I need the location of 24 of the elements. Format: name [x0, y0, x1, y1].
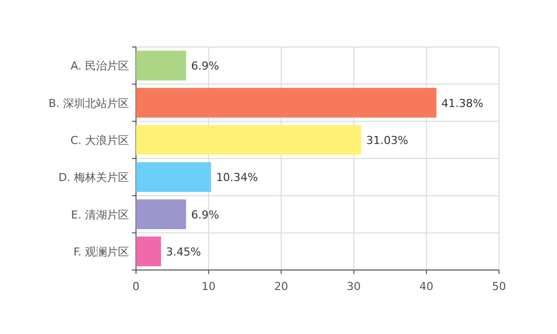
- bar: [136, 125, 362, 155]
- y-tick-label: B. 深圳北站片区: [48, 96, 129, 110]
- y-tick-label: D. 梅林关片区: [58, 171, 129, 184]
- x-tick-label: 10: [202, 280, 216, 293]
- x-tick-label: 40: [419, 280, 434, 293]
- data-label: 41.38%: [441, 96, 484, 110]
- y-tick-label: E. 清湖片区: [71, 208, 129, 222]
- x-tick-label: 30: [346, 280, 361, 293]
- data-label: 6.9%: [191, 208, 220, 222]
- y-tick-label: F. 观澜片区: [73, 245, 129, 258]
- bar: [136, 236, 162, 266]
- data-label: 3.45%: [166, 245, 201, 258]
- bar: [136, 199, 186, 230]
- y-tick-label: C. 大浪片区: [70, 134, 129, 147]
- y-tick-label: A. 民治片区: [70, 60, 129, 73]
- x-tick-label: 20: [274, 280, 288, 293]
- data-label: 6.9%: [191, 60, 220, 73]
- bar: [136, 162, 212, 192]
- x-tick-label: 0: [132, 280, 140, 293]
- data-label: 10.34%: [216, 171, 258, 184]
- bar: [136, 88, 436, 118]
- data-label: 31.03%: [366, 134, 408, 147]
- x-tick-label: 50: [492, 280, 506, 293]
- bar: [136, 50, 186, 80]
